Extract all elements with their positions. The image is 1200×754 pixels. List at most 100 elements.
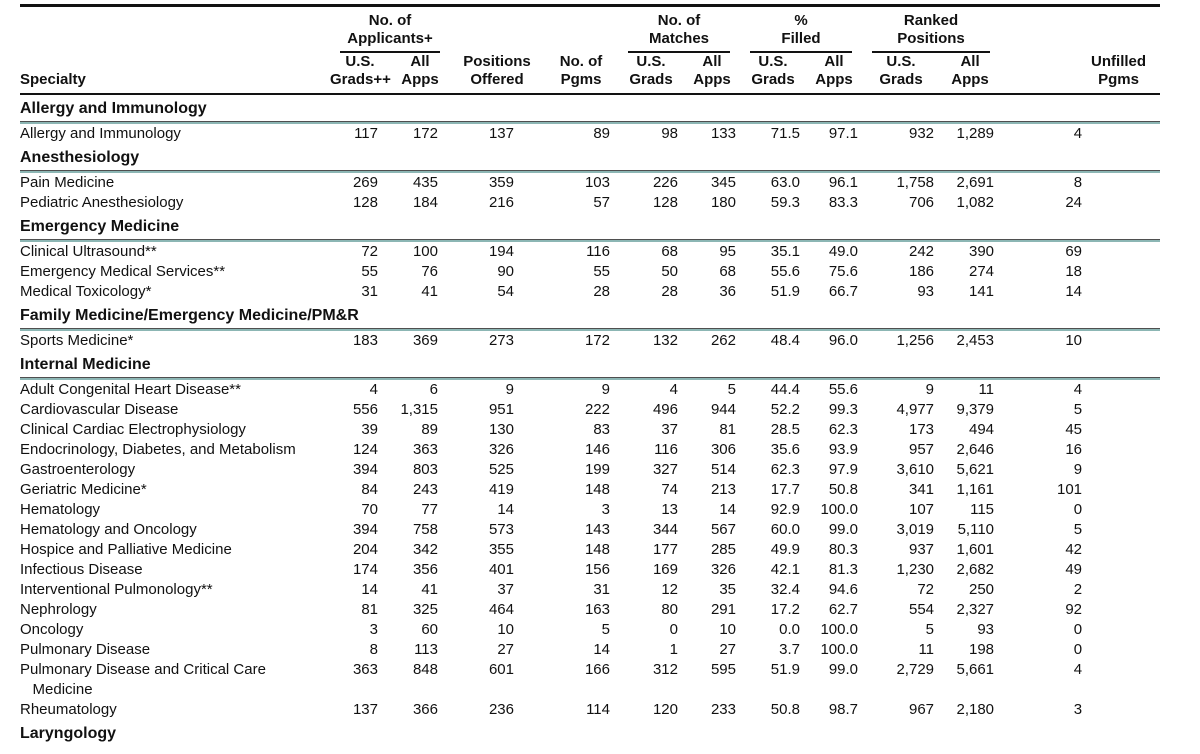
value-cell: 174 bbox=[352, 561, 378, 578]
value-cell: 128 bbox=[652, 194, 678, 211]
value-cell: 5,110 bbox=[957, 521, 995, 538]
value-cell: 41 bbox=[421, 283, 438, 300]
value-cell: 567 bbox=[710, 521, 736, 538]
col-group-percent-filled: % Filled bbox=[740, 6, 862, 53]
section-rule bbox=[20, 121, 1161, 124]
specialty-cell: Adult Congenital Heart Disease** bbox=[20, 381, 241, 398]
section-rule-line bbox=[20, 121, 1161, 124]
value-cell: 9,379 bbox=[956, 401, 995, 418]
value-cell: 99.3 bbox=[828, 401, 859, 418]
value-cell: 68 bbox=[719, 263, 736, 280]
table-row: Pain Medicine 269 435 359 103 226 345 63.0 96.1 1… bbox=[20, 173, 1160, 193]
section-title: Internal Medicine bbox=[20, 356, 151, 373]
value-cell: 3 bbox=[1073, 701, 1083, 718]
value-cell: 35 bbox=[719, 581, 736, 598]
col-header-specialty: Specialty bbox=[20, 5, 330, 95]
value-cell: 14 bbox=[1065, 283, 1083, 300]
value-cell: 98 bbox=[661, 125, 678, 142]
value-cell: 49 bbox=[1065, 561, 1083, 578]
value-cell: 262 bbox=[710, 332, 736, 349]
specialty-cell: Rheumatology bbox=[20, 701, 117, 718]
value-cell: 95 bbox=[719, 243, 736, 260]
section-header-row: Internal Medicine bbox=[20, 351, 1160, 377]
value-cell: 96.1 bbox=[828, 174, 859, 191]
specialty-cell: Geriatric Medicine* bbox=[20, 481, 147, 498]
value-cell: 0.0 bbox=[779, 621, 800, 638]
section-header-row: Emergency Medicine bbox=[20, 213, 1160, 239]
value-cell: 177 bbox=[652, 541, 678, 558]
value-cell: 419 bbox=[488, 481, 514, 498]
value-cell: 4 bbox=[1073, 661, 1083, 678]
table-row: Oncology 3 60 10 5 0 10 0.0 100.0 5 93 0 bbox=[20, 620, 1160, 640]
specialty-cell: Clinical Ultrasound** bbox=[20, 243, 157, 260]
col-header-matches-all-apps: All Apps bbox=[684, 53, 740, 95]
col-header-ranked-us-grads: U.S. Grads bbox=[862, 53, 941, 95]
value-cell: 75.6 bbox=[828, 263, 859, 280]
value-cell: 96.0 bbox=[828, 332, 859, 349]
value-cell: 435 bbox=[412, 174, 438, 191]
section-rule bbox=[20, 377, 1161, 380]
value-cell: 5 bbox=[1073, 401, 1083, 418]
value-cell: 90 bbox=[497, 263, 514, 280]
value-cell: 1,758 bbox=[896, 174, 935, 191]
value-cell: 31 bbox=[361, 283, 378, 300]
section-rule-line bbox=[20, 377, 1161, 380]
value-cell: 8 bbox=[1073, 174, 1083, 191]
value-cell: 326 bbox=[488, 441, 514, 458]
value-cell: 1,289 bbox=[956, 125, 995, 142]
table-row: Infectious Disease 174 356 401 156 169 326 42.1… bbox=[20, 560, 1160, 580]
value-cell: 2,646 bbox=[956, 441, 995, 458]
value-cell: 48.4 bbox=[770, 332, 800, 349]
group-label: No. of Matches bbox=[628, 12, 730, 53]
value-cell: 951 bbox=[488, 401, 514, 418]
value-cell: 10 bbox=[719, 621, 736, 638]
value-cell: 243 bbox=[412, 481, 438, 498]
value-cell: 117 bbox=[354, 125, 378, 142]
col-header-ranked-all-apps: All Apps bbox=[940, 53, 1001, 95]
specialty-cell: Medical Toxicology* bbox=[20, 283, 152, 300]
value-cell: 180 bbox=[710, 194, 736, 211]
value-cell: 5 bbox=[925, 621, 935, 638]
specialty-cell: Endocrinology, Diabetes, and Metabolism bbox=[20, 441, 296, 458]
section-title: Laryngology bbox=[20, 725, 117, 742]
value-cell: 194 bbox=[488, 243, 514, 260]
value-cell: 198 bbox=[969, 641, 995, 658]
value-cell: 1,082 bbox=[956, 194, 995, 211]
specialty-cell: Pain Medicine bbox=[20, 174, 115, 191]
table-row: Gastroenterology 394 803 525 199 327 514 62.3 97… bbox=[20, 460, 1160, 480]
value-cell: 5,661 bbox=[956, 661, 995, 678]
group-label: Ranked Positions bbox=[872, 12, 991, 53]
group-header-row: Specialty No. of Applicants+ Positions O… bbox=[20, 5, 1161, 95]
value-cell: 93 bbox=[917, 283, 935, 300]
group-label: % Filled bbox=[750, 12, 853, 53]
value-cell: 28 bbox=[661, 283, 678, 300]
value-cell: 172 bbox=[584, 332, 610, 349]
table-row: Pulmonary Disease 8 113 27 14 1 27 3.7 100.0 11 19… bbox=[20, 640, 1160, 660]
col-header-applicants-us-grads: U.S. Grads++ bbox=[330, 53, 391, 95]
value-cell: 169 bbox=[652, 561, 678, 578]
col-group-matches: No. of Matches bbox=[618, 6, 740, 53]
value-cell: 148 bbox=[584, 481, 610, 498]
value-cell: 17.2 bbox=[770, 601, 800, 618]
col-header-unfilled-pgms: Unfilled Pgms bbox=[1000, 5, 1161, 95]
value-cell: 325 bbox=[412, 601, 438, 618]
value-cell: 363 bbox=[412, 441, 438, 458]
table-body: Allergy and Immunology Allergy and Immuno… bbox=[20, 94, 1161, 746]
col-group-applicants: No. of Applicants+ bbox=[330, 6, 450, 53]
specialty-cell: Allergy and Immunology bbox=[20, 125, 181, 142]
value-cell: 83 bbox=[593, 421, 610, 438]
col-header-positions-offered: Positions Offered bbox=[450, 5, 544, 95]
value-cell: 3.7 bbox=[779, 641, 800, 658]
value-cell: 3,019 bbox=[896, 521, 935, 538]
sub-header-row: U.S. Grads++ All Apps U.S. Grads All App… bbox=[20, 53, 1160, 95]
value-cell: 81 bbox=[719, 421, 736, 438]
value-cell: 89 bbox=[593, 125, 610, 142]
value-cell: 2,180 bbox=[956, 701, 995, 718]
value-cell: 71.5 bbox=[770, 125, 800, 142]
value-cell: 50.8 bbox=[770, 701, 800, 718]
value-cell: 99.0 bbox=[828, 521, 859, 538]
value-cell: 72 bbox=[917, 581, 935, 598]
value-cell: 236 bbox=[488, 701, 514, 718]
value-cell: 291 bbox=[710, 601, 736, 618]
value-cell: 1,256 bbox=[896, 332, 935, 349]
